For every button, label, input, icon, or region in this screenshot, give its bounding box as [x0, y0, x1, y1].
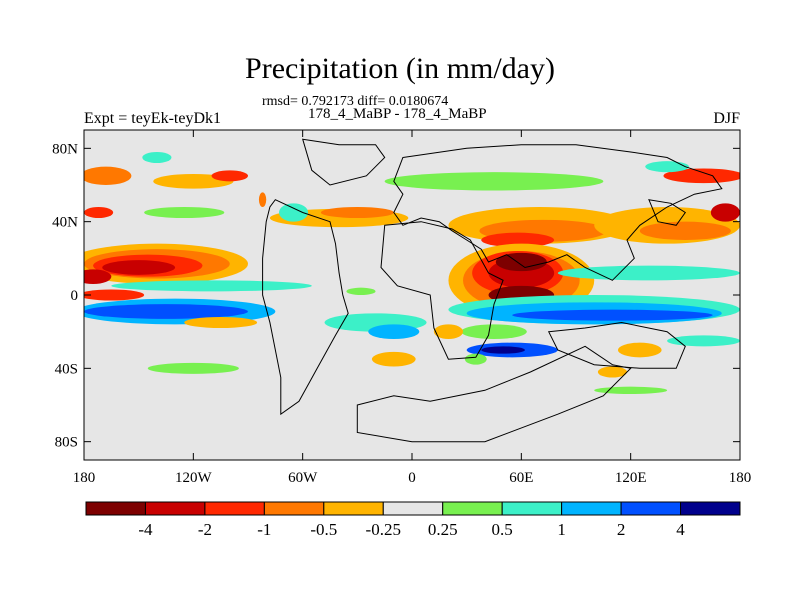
precip-blob-52 — [464, 353, 487, 365]
precip-blob-43 — [512, 309, 713, 321]
land-outlines — [262, 138, 723, 443]
precip-blob-45 — [481, 346, 525, 354]
precip-blob-10 — [84, 269, 112, 284]
x-tick-label: 120E — [615, 470, 647, 486]
legend-swatch-1 — [144, 501, 206, 516]
precip-blob-47 — [617, 342, 662, 358]
precip-blob-13 — [84, 304, 248, 319]
legend-swatch-0 — [85, 501, 146, 516]
precip-blob-0 — [84, 166, 132, 185]
season-label: DJF — [713, 110, 740, 127]
precip-blob-4 — [84, 207, 114, 218]
color-legend: -4 -2 -1 -0.5 -0.25 0.25 0.5 1 2 4 — [85, 501, 741, 539]
y-tick-label: 40S — [55, 361, 78, 377]
x-tick-label: 180 — [73, 470, 96, 486]
experiment-subtitle: 178_4_MaBP - 178_4_MaBP — [308, 106, 487, 122]
precip-blob-3 — [142, 152, 172, 163]
precip-blob-24 — [371, 351, 416, 367]
stats-text: rmsd= 0.792173 diff= 0.0180674 — [262, 94, 449, 109]
land-outline-6 — [648, 199, 687, 226]
precip-blob-50 — [594, 386, 668, 395]
legend-swatch-5 — [382, 501, 444, 516]
y-tick-label: 0 — [71, 288, 79, 304]
legend-label: -1 — [257, 520, 271, 539]
precip-blob-36 — [639, 221, 731, 240]
legend-label: 1 — [557, 520, 566, 539]
precip-blob-23 — [346, 287, 376, 296]
x-tick-label: 60W — [288, 470, 318, 486]
legend-label: -4 — [138, 520, 153, 539]
x-tick-label: 120W — [175, 470, 213, 486]
precip-blob-20 — [258, 192, 267, 208]
land-outline-3 — [393, 144, 723, 281]
precip-blob-15 — [147, 362, 239, 374]
precip-blob-22 — [368, 324, 420, 339]
y-tick-label: 80S — [55, 435, 78, 451]
legend-label: 0.25 — [428, 520, 458, 539]
legend-swatch-2 — [204, 501, 265, 516]
precip-blob-18 — [320, 207, 394, 218]
precip-blob-37 — [710, 203, 740, 222]
land-outline-0 — [302, 138, 386, 186]
precip-blob-48 — [597, 366, 628, 378]
precip-blob-16 — [184, 317, 258, 328]
legend-label: 4 — [676, 520, 685, 539]
precip-blob-5 — [144, 207, 225, 218]
precip-blob-2 — [211, 170, 248, 182]
expt-label: Expt = teyEk-teyDk1 — [84, 110, 221, 127]
precip-blob-19 — [278, 203, 309, 222]
y-tick-label: 40N — [52, 215, 78, 231]
precip-blob-14 — [84, 289, 145, 301]
x-tick-label: 0 — [408, 470, 416, 486]
legend-label: 2 — [617, 520, 626, 539]
legend-swatch-4 — [323, 501, 384, 516]
precip-blob-49 — [667, 335, 740, 347]
legend-swatch-10 — [680, 501, 741, 516]
precip-blob-40 — [557, 265, 740, 281]
precip-blob-9 — [102, 260, 176, 275]
precip-blob-46 — [461, 324, 527, 339]
legend-swatch-7 — [501, 501, 563, 516]
land-outline-1 — [262, 199, 349, 416]
precip-blob-25 — [384, 172, 604, 191]
y-tick-label: 80N — [52, 141, 78, 157]
precip-blob-28 — [481, 232, 555, 248]
land-outline-4 — [380, 221, 504, 360]
precip-field — [84, 152, 740, 395]
legend-swatch-3 — [263, 501, 325, 516]
precip-blob-34 — [495, 252, 547, 272]
axis-ticks: 180 120W 60W 0 60E 120E 180 80N 40N 0 40S 80S — [52, 130, 751, 486]
legend-label: -0.25 — [366, 520, 401, 539]
legend-swatch-8 — [561, 501, 622, 516]
legend-label: -2 — [198, 520, 212, 539]
legend-swatch-6 — [442, 501, 503, 516]
precip-blob-38 — [663, 168, 740, 184]
legend-swatch-9 — [620, 501, 682, 516]
x-tick-label: 180 — [729, 470, 752, 486]
precip-blob-11 — [111, 280, 312, 292]
land-outline-5 — [547, 321, 686, 369]
x-tick-label: 60E — [509, 470, 533, 486]
precip-blob-51 — [433, 324, 464, 339]
legend-label: -0.5 — [310, 520, 337, 539]
precip-blob-39 — [645, 161, 689, 173]
legend-label: 0.5 — [492, 520, 513, 539]
page-title: Precipitation (in mm/day) — [245, 52, 555, 85]
